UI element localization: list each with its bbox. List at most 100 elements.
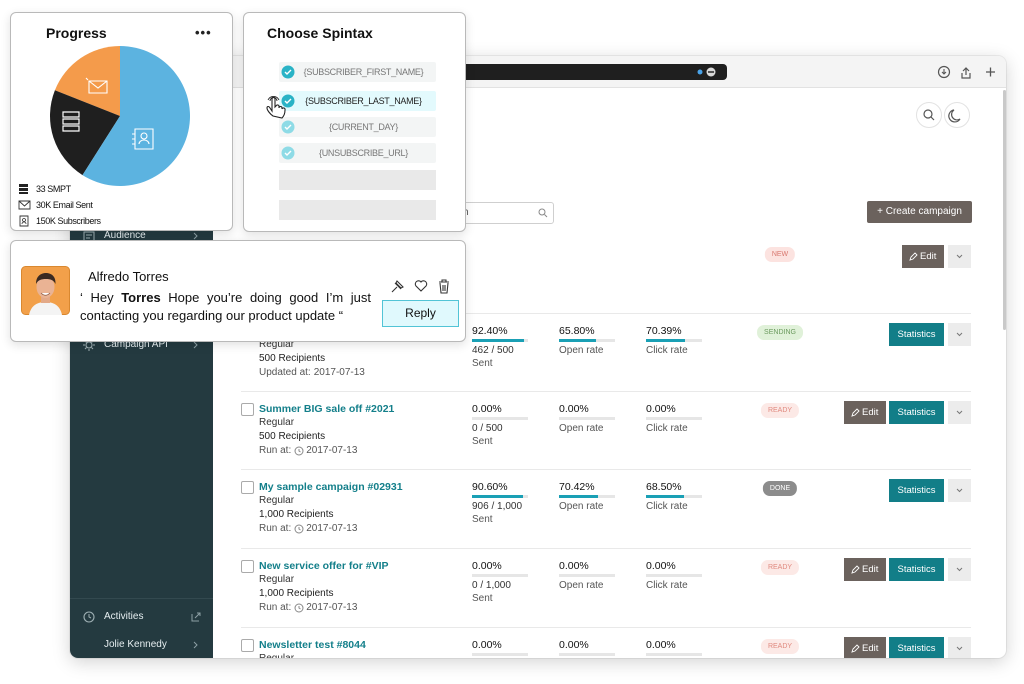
sidebar-item[interactable]: Activities (104, 611, 144, 622)
campaign-recipients: 500 Recipients (259, 431, 326, 442)
dropdown-button[interactable] (948, 558, 971, 581)
edit-button[interactable]: Edit (844, 637, 886, 658)
sender-name: Alfredo Torres (88, 269, 169, 284)
metric-caption: Click rate (646, 501, 688, 512)
row-checkbox[interactable] (241, 639, 254, 652)
pie-icons (62, 77, 154, 150)
metric-caption: Sent (472, 593, 493, 604)
click-value: 68.50% (646, 481, 682, 493)
status-badge: READY (760, 560, 800, 575)
campaign-date: 2017-07-13 (313, 367, 365, 378)
sidebar-item[interactable]: Campaign API (104, 339, 168, 350)
row-checkbox[interactable] (241, 403, 254, 416)
progress-track (646, 653, 702, 656)
legend-icon (19, 184, 28, 194)
edit-button[interactable]: Edit (844, 558, 886, 581)
menu-button[interactable]: ••• (195, 25, 212, 40)
reply-button[interactable]: Reply (382, 300, 459, 327)
status-badge: DONE (762, 481, 798, 496)
legend-label: 30K Email Sent (36, 200, 93, 210)
row-checkbox[interactable] (241, 481, 254, 494)
message-actions[interactable] (389, 277, 461, 295)
campaign-name[interactable]: Newsletter test #8044 (259, 639, 366, 651)
row-divider (241, 313, 971, 314)
dropdown-button[interactable] (948, 245, 971, 268)
click-value: 0.00% (646, 403, 676, 415)
progress-track (646, 417, 702, 420)
metric-caption: Sent (472, 358, 493, 369)
open-value: 70.42% (559, 481, 595, 493)
campaign-name[interactable]: My sample campaign #02931 (259, 481, 403, 493)
pencil-icon (851, 644, 860, 653)
spintax-card: Choose Spintax {SUBSCRIBER_FIRST_NAME} {SU… (243, 12, 466, 232)
dropdown-button[interactable] (948, 637, 971, 658)
spintax-option[interactable]: {CURRENT_DAY} (279, 117, 436, 137)
dropdown-button[interactable] (948, 479, 971, 502)
metric-caption: Sent (472, 514, 493, 525)
statistics-button[interactable]: Statistics (889, 637, 944, 658)
metric-caption: Open rate (559, 423, 604, 434)
scrollbar (1003, 90, 1006, 330)
edit-button[interactable]: Edit (844, 401, 886, 424)
statistics-button[interactable]: Statistics (889, 323, 944, 346)
date-label: Run at: (259, 523, 292, 534)
spintax-option[interactable]: {SUBSCRIBER_FIRST_NAME} (279, 62, 436, 82)
clock-icon (294, 446, 304, 456)
sent-count: 0 / 500 (472, 423, 503, 434)
chevron-down (956, 332, 963, 337)
placeholder-bar (279, 200, 436, 220)
hand-cursor (266, 96, 286, 119)
dropdown-button[interactable] (948, 323, 971, 346)
pie-slice (82, 46, 190, 186)
create-campaign-button[interactable]: + Create campaign (867, 201, 972, 223)
metric-caption: Click rate (646, 580, 688, 591)
status-badge: READY (760, 639, 800, 654)
spintax-option[interactable]: {UNSUBSCRIBE_URL} (279, 143, 436, 163)
date-label: Run at: (259, 445, 292, 456)
search-icon (538, 208, 548, 218)
legend-label: 150K Subscribers (36, 216, 101, 226)
open-value: 0.00% (559, 560, 589, 572)
progress-track (472, 574, 528, 577)
progress-fill (472, 495, 523, 498)
progress-card: Progress ••• 33 SMPT 30K Email Sent 150K Sub… (10, 12, 233, 231)
campaign-type: Regular (259, 417, 295, 428)
chevron-icon (193, 232, 198, 240)
spintax-option[interactable]: {SUBSCRIBER_LAST_NAME} (279, 91, 436, 111)
statistics-button[interactable]: Statistics (889, 479, 944, 502)
progress-track (559, 417, 615, 420)
row-divider (241, 548, 971, 549)
address-icons (697, 67, 716, 77)
progress-track (646, 574, 702, 577)
row-divider (241, 391, 971, 392)
statistics-button[interactable]: Statistics (889, 558, 944, 581)
edit-button[interactable]: Edit (902, 245, 944, 268)
row-checkbox[interactable] (241, 560, 254, 573)
campaign-date: 2017-07-13 (306, 523, 358, 534)
header-icons[interactable] (915, 101, 971, 129)
legend-icon (19, 215, 29, 227)
open-value: 0.00% (559, 639, 589, 651)
pencil-icon (909, 252, 918, 261)
progress-fill (559, 339, 596, 342)
open-value: 0.00% (559, 403, 589, 415)
progress-fill (646, 339, 686, 342)
sidebar-item[interactable]: Audience (104, 230, 146, 241)
sent-count: 906 / 1,000 (472, 501, 523, 512)
dropdown-button[interactable] (948, 401, 971, 424)
edit-label: Edit (862, 406, 879, 418)
sidebar-item[interactable]: Jolie Kennedy (104, 639, 167, 650)
chevron-down (956, 488, 963, 493)
external-icon (191, 612, 201, 622)
campaign-name[interactable]: Summer BIG sale off #2021 (259, 403, 395, 415)
progress-fill (559, 495, 599, 498)
statistics-button[interactable]: Statistics (889, 401, 944, 424)
sent-value: 0.00% (472, 560, 502, 572)
chevron-down (956, 254, 963, 259)
browser-actions[interactable] (932, 63, 1000, 81)
address-bar[interactable] (440, 64, 727, 80)
open-value: 65.80% (559, 325, 595, 337)
campaign-name[interactable]: New service offer for #VIP (259, 560, 389, 572)
edit-label: Edit (920, 250, 937, 262)
